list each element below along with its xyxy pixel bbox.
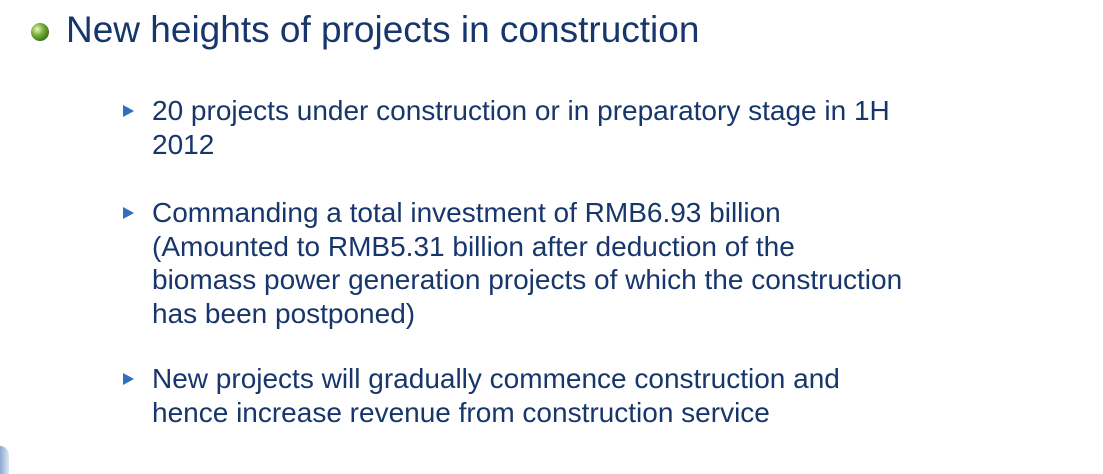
heading: New heights of projects in construction xyxy=(66,9,700,50)
bullet-line: biomass power generation projects of whi… xyxy=(152,264,903,295)
bullet-marker xyxy=(123,105,134,117)
bullet-marker xyxy=(123,207,134,219)
bullet-item: 20 projects under construction or in pre… xyxy=(152,94,890,161)
bullet-line: New projects will gradually commence con… xyxy=(152,363,840,394)
corner-graphic xyxy=(0,446,9,474)
heading-bullet xyxy=(31,23,49,41)
bullet-item: Commanding a total investment of RMB6.93… xyxy=(152,196,902,330)
bullet-line: (Amounted to RMB5.31 billion after deduc… xyxy=(152,230,795,262)
bullet-line: hence increase revenue from construction… xyxy=(152,396,770,428)
bullet-line: 2012 xyxy=(152,128,215,160)
bullet-line: 20 projects under construction or in pre… xyxy=(152,95,890,126)
bullet-item: New projects will gradually commence con… xyxy=(152,362,840,429)
bullet-marker xyxy=(123,373,134,385)
bullet-line: has been postponed) xyxy=(152,297,416,329)
bullet-line: Commanding a total investment of RMB6.93… xyxy=(152,197,781,228)
